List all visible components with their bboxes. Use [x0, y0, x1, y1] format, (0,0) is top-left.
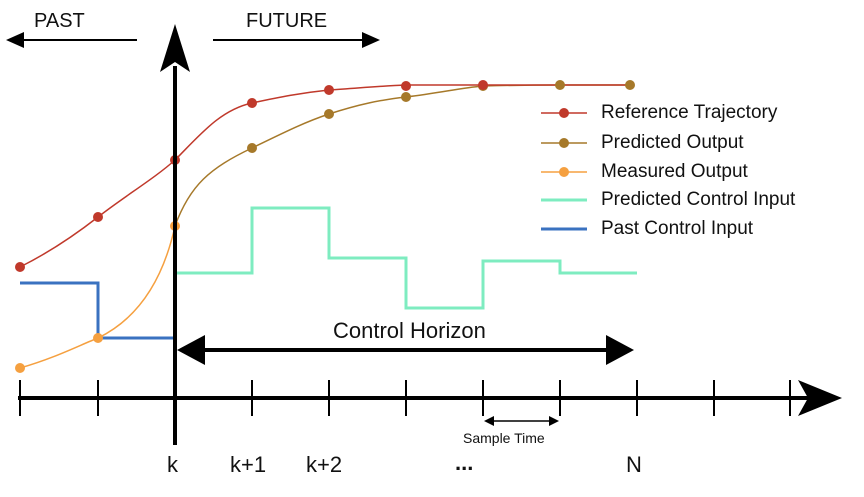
predicted-point — [247, 143, 257, 153]
legend-reference-dot — [559, 108, 569, 118]
tick-label-k: k — [167, 452, 178, 477]
reference-point — [247, 98, 257, 108]
past-control-input-line — [20, 273, 177, 340]
reference-point — [324, 85, 334, 95]
legend-measured-dot — [559, 167, 569, 177]
predicted-control-input-line — [175, 206, 637, 310]
control-horizon-arrow — [177, 335, 634, 365]
present-axis — [160, 24, 190, 445]
legend-label-predicted-input: Predicted Control Input — [601, 189, 796, 210]
predicted-output-markers — [247, 80, 635, 153]
future-arrow — [213, 32, 380, 48]
legend-label-measured-output: Measured Output — [601, 161, 748, 182]
reference-point — [93, 212, 103, 222]
past-arrow — [6, 32, 137, 48]
reference-point — [478, 80, 488, 90]
measured-point — [15, 363, 25, 373]
reference-trajectory-line — [19, 84, 630, 268]
tick-label-n: N — [626, 452, 642, 477]
predicted-point — [555, 80, 565, 90]
legend-label-reference: Reference Trajectory — [601, 102, 778, 123]
future-label: FUTURE — [246, 10, 328, 32]
legend-predicted-dot — [559, 138, 569, 148]
predicted-point — [625, 80, 635, 90]
tick-label-ellipsis: ... — [455, 450, 474, 475]
control-horizon-label: Control Horizon — [333, 318, 486, 343]
sample-time-arrow — [484, 416, 559, 426]
legend-label-predicted-output: Predicted Output — [601, 132, 744, 153]
tick-label-k-plus-2: k+2 — [306, 452, 343, 477]
legend-label-past-input: Past Control Input — [601, 218, 754, 239]
predicted-point — [401, 92, 411, 102]
past-label: PAST — [34, 10, 85, 32]
legend-markers — [541, 108, 587, 231]
reference-point — [15, 262, 25, 272]
measured-point — [93, 333, 103, 343]
tick-label-k-plus-1: k+1 — [230, 452, 267, 477]
time-axis — [18, 380, 842, 416]
reference-markers — [15, 80, 488, 272]
reference-point — [401, 81, 411, 91]
sample-time-label: Sample Time — [463, 430, 545, 446]
predicted-point — [324, 109, 334, 119]
